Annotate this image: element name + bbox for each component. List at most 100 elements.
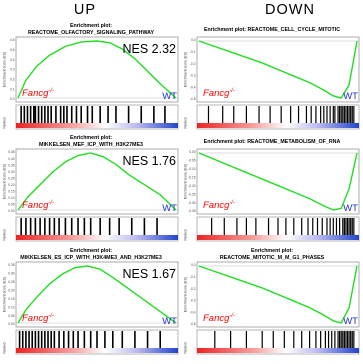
fancg-superscript: -/- xyxy=(229,88,235,94)
plot-title-gene-set: REACTOME_OLFACTORY_SIGNALING_PATHWAY xyxy=(28,30,155,36)
y-tick-label: -0.35 xyxy=(188,209,195,213)
fancg-superscript: -/- xyxy=(48,313,54,319)
y-tick-label: -0.1 xyxy=(190,275,196,279)
wt-label: WT xyxy=(343,91,358,102)
y-tick-label: 0.30 xyxy=(8,272,14,276)
y-tick-label: -0.4 xyxy=(190,85,196,89)
y-tick-label: 0.0 xyxy=(10,97,15,101)
wt-label: WT xyxy=(162,203,177,214)
plot-title: Enrichment plot: xyxy=(251,248,293,254)
y-tick-label: 0.30 xyxy=(8,170,14,174)
y-tick-label: 0.35 xyxy=(8,263,14,267)
fancg-label: Fancg-/- xyxy=(22,200,54,211)
es-plot-frame xyxy=(15,261,179,328)
ranked-list-color-bar xyxy=(16,235,178,240)
plot-title: Enrichment plot: REACTOME_METABOLISM_OF_… xyxy=(204,139,341,145)
y-tick-label: -0.4 xyxy=(190,310,196,314)
wt-label: WT xyxy=(343,203,358,214)
enrichment-score-curve xyxy=(198,152,358,211)
y-tick-label: -0.5 xyxy=(190,97,196,101)
y-tick-label: 0.05 xyxy=(8,314,14,318)
y-tick-label: -0.05 xyxy=(188,159,195,163)
ranked-list-color-bar xyxy=(197,348,359,353)
ranked-axis-label: Ranked xyxy=(3,229,7,240)
fancg-label: Fancg-/- xyxy=(203,88,235,99)
fancg-label: Fancg-/- xyxy=(203,200,235,211)
y-tick-label: -0.15 xyxy=(188,175,195,179)
enrichment-score-curve xyxy=(198,40,358,99)
y-tick-label: 0.25 xyxy=(8,280,14,284)
y-tick-label: -0.1 xyxy=(190,50,196,54)
enrichment-score-curve xyxy=(17,265,177,324)
column-header-down: DOWN xyxy=(265,2,315,18)
ranked-list-color-bar xyxy=(197,123,359,128)
y-tick-label: 0.0 xyxy=(191,38,196,42)
nes-label: NES 1.67 xyxy=(122,267,176,281)
y-tick-label: -0.3 xyxy=(190,74,196,78)
ranked-list-color-bar xyxy=(16,123,178,128)
fancg-label: Fancg-/- xyxy=(203,313,235,324)
wt-label: WT xyxy=(162,91,177,102)
enrichment-plot-2: Enrichment plot: REACTOME_CELL_CYCLE_MIT… xyxy=(184,27,360,130)
fancg-superscript: -/- xyxy=(229,200,235,206)
fancg-superscript: -/- xyxy=(48,200,54,206)
ranked-axis-label: Ranked xyxy=(184,342,188,353)
plot-title: Enrichment plot: REACTOME_CELL_CYCLE_MIT… xyxy=(204,27,340,33)
es-plot-frame xyxy=(196,148,360,215)
y-tick-label: 0.10 xyxy=(8,196,14,200)
ranked-list-color-bar xyxy=(197,235,359,240)
y-tick-label: 0.40 xyxy=(8,157,14,161)
enrichment-plot-1: Enrichment plot:REACTOME_OLFACTORY_SIGNA… xyxy=(3,23,179,130)
y-tick-label: 0.00 xyxy=(8,322,14,326)
ranked-axis-label: Ranked xyxy=(3,117,7,128)
y-tick-label: 0.2 xyxy=(10,78,15,82)
y-tick-label: -0.3 xyxy=(190,299,196,303)
nes-label: NES 2.32 xyxy=(122,42,176,56)
y-tick-label: -0.2 xyxy=(190,287,196,291)
y-tick-label: 0.20 xyxy=(8,183,14,187)
y-axis-label: Enrichment score (ES) xyxy=(3,52,7,87)
y-tick-label: -0.5 xyxy=(190,322,196,326)
ranked-axis-label: Ranked xyxy=(184,229,188,240)
ranked-list-color-bar xyxy=(16,348,178,353)
y-tick-label: -0.30 xyxy=(188,201,195,205)
y-axis-label: Enrichment score (ES) xyxy=(3,277,7,312)
y-tick-label: 0.00 xyxy=(8,209,14,213)
es-plot-frame xyxy=(15,36,179,103)
enrichment-score-curve xyxy=(198,265,358,324)
nes-label: NES 1.76 xyxy=(122,154,176,168)
y-tick-label: 0.15 xyxy=(8,297,14,301)
y-tick-label: 0.00 xyxy=(189,150,195,154)
y-tick-label: 0.0 xyxy=(191,263,196,267)
fancg-superscript: -/- xyxy=(229,313,235,319)
fancg-label: Fancg-/- xyxy=(22,313,54,324)
plot-title: Enrichment plot: xyxy=(70,135,112,141)
plot-title: Enrichment plot: xyxy=(70,23,112,29)
plot-title-gene-set: MIKKELSEN_MEF_ICP_WITH_H3K27ME3 xyxy=(39,142,143,148)
enrichment-score-curve xyxy=(17,152,177,211)
y-tick-label: -0.10 xyxy=(188,167,195,171)
y-tick-label: 0.15 xyxy=(8,190,14,194)
y-tick-label: 0.20 xyxy=(8,288,14,292)
y-axis-label: Enrichment score (ES) xyxy=(184,164,188,199)
wt-label: WT xyxy=(343,316,358,327)
ranked-axis-label: Ranked xyxy=(3,342,7,353)
y-tick-label: -0.25 xyxy=(188,192,195,196)
ranked-axis-label: Ranked xyxy=(184,117,188,128)
plot-title: Enrichment plot: xyxy=(70,248,112,254)
plot-title-gene-set: MIKKELSEN_ES_ICP_WITH_H3K4ME3_AND_H3K27M… xyxy=(20,255,162,261)
y-tick-label: 0.25 xyxy=(8,176,14,180)
y-tick-label: 0.1 xyxy=(10,87,15,91)
y-tick-label: -0.2 xyxy=(190,62,196,66)
column-header-up: UP xyxy=(73,2,97,18)
y-tick-label: 0.4 xyxy=(10,58,15,62)
enrichment-score-curve xyxy=(17,40,177,99)
y-axis-label: Enrichment score (ES) xyxy=(184,277,188,312)
fancg-label: Fancg-/- xyxy=(22,88,54,99)
fancg-superscript: -/- xyxy=(48,88,54,94)
wt-label: WT xyxy=(162,316,177,327)
plot-title-gene-set: REACTOME_MITOTIC_M_M_G1_PHASES xyxy=(220,255,325,261)
y-tick-label: 0.10 xyxy=(8,305,14,309)
y-tick-label: 0.05 xyxy=(8,203,14,207)
